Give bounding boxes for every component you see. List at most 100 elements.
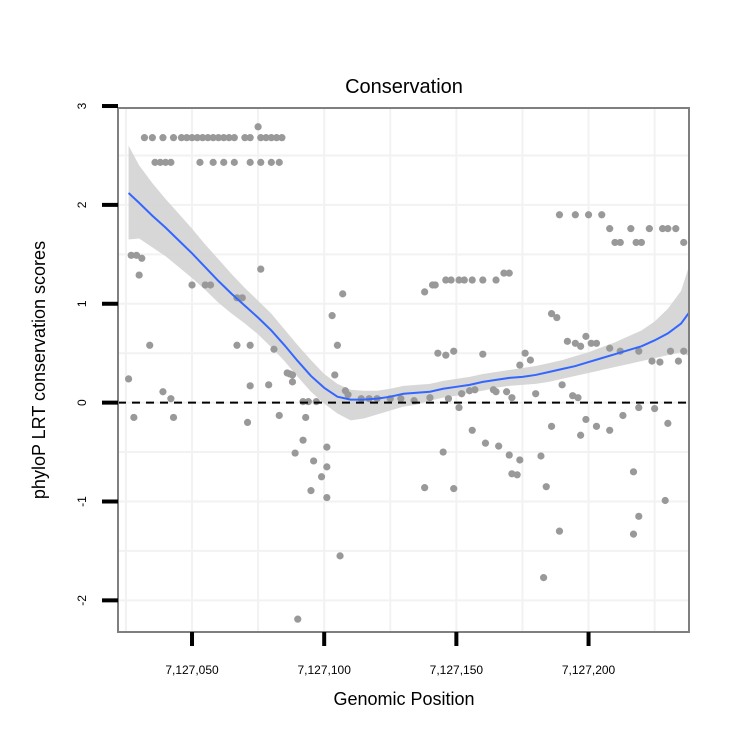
data-point — [169, 134, 178, 142]
data-point — [540, 574, 548, 582]
data-point — [661, 496, 669, 505]
data-point — [547, 310, 556, 318]
data-point — [481, 439, 490, 447]
data-point — [161, 158, 170, 166]
data-point — [246, 158, 254, 166]
data-point — [302, 413, 310, 422]
data-point — [270, 345, 278, 353]
data-point — [584, 211, 593, 219]
data-point — [537, 452, 545, 460]
data-point — [664, 419, 672, 427]
data-point — [328, 312, 336, 320]
data-point — [138, 254, 146, 262]
y-tick-label: 3 — [75, 102, 89, 109]
data-point — [294, 615, 302, 623]
data-point — [635, 347, 643, 355]
data-point — [479, 350, 487, 358]
y-axis-title: phyloP LRT conservation scores — [29, 241, 49, 499]
data-point — [220, 158, 228, 166]
data-point — [156, 158, 164, 166]
data-point — [188, 281, 196, 289]
data-point — [230, 158, 238, 166]
data-point — [233, 341, 241, 349]
data-point — [645, 225, 653, 233]
data-point — [606, 426, 614, 434]
data-point — [323, 493, 331, 502]
data-point — [664, 225, 672, 233]
data-point — [577, 431, 585, 439]
data-point — [619, 411, 627, 420]
data-point — [135, 271, 143, 279]
data-point — [460, 276, 468, 284]
data-point — [492, 276, 500, 284]
data-point — [492, 388, 500, 396]
y-tick-label: 2 — [75, 201, 89, 208]
chart-title: Conservation — [345, 76, 463, 98]
data-point — [553, 314, 561, 322]
data-point — [479, 276, 487, 284]
data-point — [288, 378, 297, 386]
data-point — [658, 225, 667, 233]
data-point — [574, 394, 582, 402]
data-point — [674, 357, 683, 365]
data-point — [648, 357, 656, 365]
data-point — [502, 388, 511, 396]
data-point — [637, 238, 646, 247]
plot-panel-border — [117, 107, 690, 633]
data-point — [672, 225, 680, 233]
data-point — [230, 134, 238, 142]
data-point — [571, 211, 579, 219]
data-point — [555, 211, 564, 219]
data-point — [310, 457, 318, 465]
data-point — [468, 276, 476, 284]
data-point — [127, 251, 135, 259]
data-point — [241, 134, 249, 142]
data-point — [286, 370, 294, 378]
x-axis: 7,127,050 7,127,100 7,127,150 7,127,200 — [165, 632, 616, 677]
data-point — [442, 276, 450, 284]
data-point — [632, 238, 640, 247]
data-point — [616, 238, 624, 247]
data-point — [450, 347, 458, 355]
data-point — [505, 269, 513, 277]
x-axis-title: Genomic Position — [333, 689, 474, 709]
data-point — [532, 390, 540, 398]
data-point — [577, 342, 585, 350]
data-point — [450, 485, 458, 493]
data-point — [598, 211, 606, 219]
data-point — [513, 471, 521, 479]
data-point — [246, 341, 254, 349]
data-point — [206, 281, 215, 289]
data-point — [246, 382, 254, 390]
data-point — [495, 442, 503, 450]
data-point — [571, 339, 579, 347]
data-point — [209, 158, 217, 166]
data-point — [323, 443, 331, 451]
data-point — [201, 281, 209, 289]
data-point — [606, 344, 614, 352]
data-point — [257, 158, 265, 166]
data-point — [505, 451, 513, 459]
data-point — [458, 390, 466, 398]
data-point — [439, 448, 447, 456]
x-tick-label: 7,127,150 — [430, 663, 484, 677]
points-layer — [124, 123, 688, 623]
data-point — [267, 134, 275, 142]
data-point — [339, 290, 347, 298]
data-point — [169, 413, 178, 422]
data-point — [516, 361, 524, 369]
y-tick-label: -1 — [75, 496, 89, 507]
data-point — [547, 422, 556, 430]
data-point — [124, 375, 133, 383]
data-point — [209, 134, 217, 142]
data-point — [680, 238, 688, 247]
data-point — [220, 134, 228, 142]
y-tick-label: 0 — [75, 399, 89, 406]
data-point — [611, 238, 619, 247]
data-point — [666, 347, 675, 355]
data-point — [132, 251, 141, 259]
data-point — [635, 512, 643, 520]
data-point — [246, 134, 254, 142]
data-point — [257, 134, 265, 142]
data-point — [196, 158, 204, 166]
